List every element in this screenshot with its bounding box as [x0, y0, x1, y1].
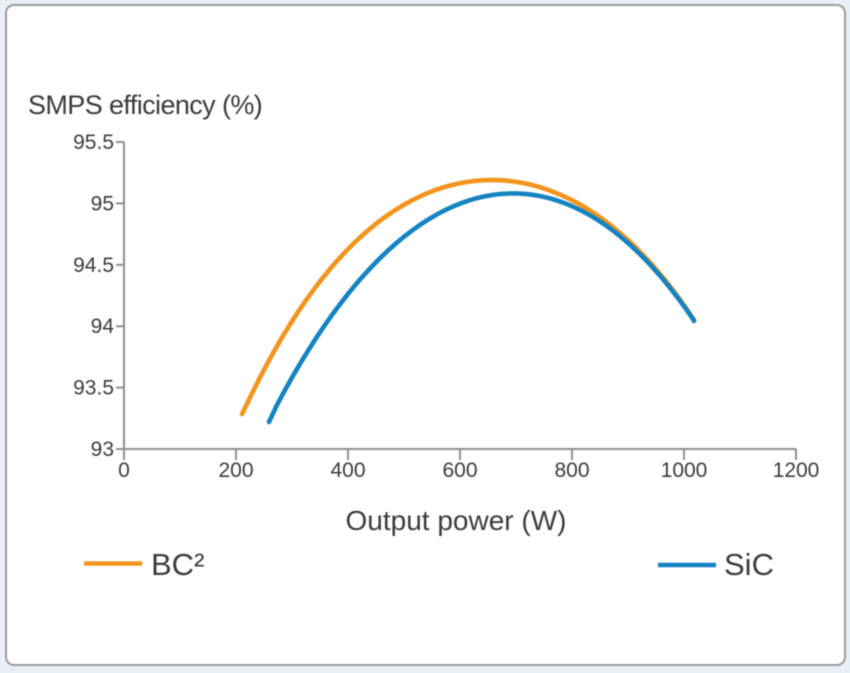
- svg-text:800: 800: [554, 459, 589, 482]
- svg-text:95: 95: [91, 192, 114, 215]
- svg-text:200: 200: [218, 459, 253, 482]
- svg-text:SiC: SiC: [724, 547, 774, 582]
- svg-text:94: 94: [91, 315, 115, 338]
- svg-text:93: 93: [91, 438, 114, 461]
- svg-text:600: 600: [442, 459, 477, 482]
- svg-text:94.5: 94.5: [73, 254, 114, 277]
- svg-text:Output power (W): Output power (W): [346, 505, 567, 536]
- svg-text:400: 400: [330, 459, 365, 482]
- svg-text:0: 0: [118, 459, 130, 482]
- svg-text:1000: 1000: [661, 459, 708, 482]
- svg-text:1200: 1200: [773, 459, 820, 482]
- svg-text:SMPS efficiency (%): SMPS efficiency (%): [28, 90, 262, 120]
- svg-text:95.5: 95.5: [73, 131, 114, 154]
- svg-text:BC²: BC²: [151, 547, 204, 582]
- svg-text:93.5: 93.5: [73, 377, 114, 400]
